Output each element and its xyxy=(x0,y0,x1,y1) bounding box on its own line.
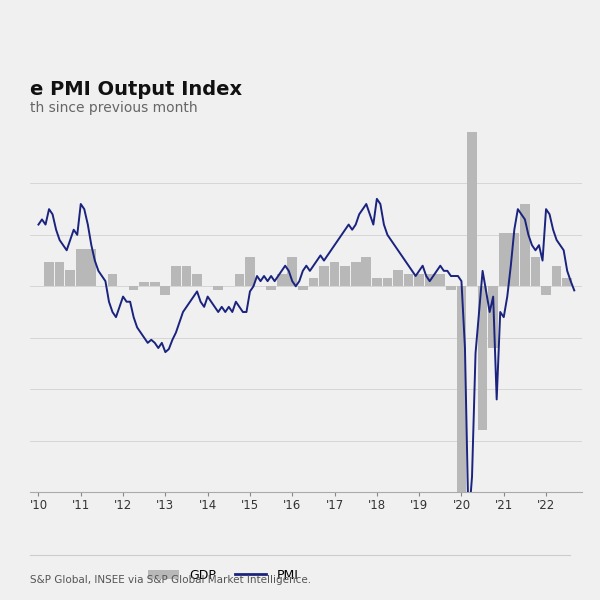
Bar xyxy=(383,278,392,286)
Bar xyxy=(107,274,118,286)
Bar xyxy=(245,257,255,286)
Bar xyxy=(86,249,96,286)
Bar xyxy=(139,282,149,286)
Bar xyxy=(329,262,340,286)
Bar xyxy=(214,286,223,290)
Text: S&P Global, INSEE via S&P Global Market Intelligence.: S&P Global, INSEE via S&P Global Market … xyxy=(30,575,311,585)
Bar xyxy=(530,257,541,286)
Bar xyxy=(340,266,350,286)
Bar xyxy=(65,270,75,286)
Bar xyxy=(44,262,54,286)
Bar xyxy=(488,286,498,348)
Text: th since previous month: th since previous month xyxy=(30,101,197,115)
Bar xyxy=(414,274,424,286)
Legend: GDP, PMI: GDP, PMI xyxy=(143,563,303,587)
Bar xyxy=(171,266,181,286)
Bar xyxy=(552,266,562,286)
Bar xyxy=(509,233,519,286)
Bar xyxy=(235,274,244,286)
Bar xyxy=(446,286,456,290)
Bar xyxy=(55,262,64,286)
Text: e PMI Output Index: e PMI Output Index xyxy=(30,80,242,99)
Bar xyxy=(436,274,445,286)
Bar xyxy=(298,286,308,290)
Bar xyxy=(478,286,487,430)
Bar xyxy=(499,233,509,286)
Bar xyxy=(457,286,466,529)
Bar xyxy=(393,270,403,286)
Bar xyxy=(266,286,276,290)
Bar xyxy=(76,249,86,286)
Bar xyxy=(372,278,382,286)
Bar xyxy=(404,274,413,286)
Bar xyxy=(129,286,139,290)
Bar xyxy=(150,282,160,286)
Bar xyxy=(160,286,170,295)
Bar xyxy=(192,274,202,286)
Bar xyxy=(361,257,371,286)
Bar xyxy=(562,278,572,286)
Bar xyxy=(319,266,329,286)
Bar xyxy=(520,204,530,286)
Bar xyxy=(541,286,551,295)
Bar xyxy=(277,274,287,286)
Bar xyxy=(308,278,318,286)
Bar xyxy=(351,262,361,286)
Bar xyxy=(287,257,297,286)
Bar xyxy=(467,0,477,286)
Bar xyxy=(425,274,434,286)
Bar xyxy=(182,266,191,286)
